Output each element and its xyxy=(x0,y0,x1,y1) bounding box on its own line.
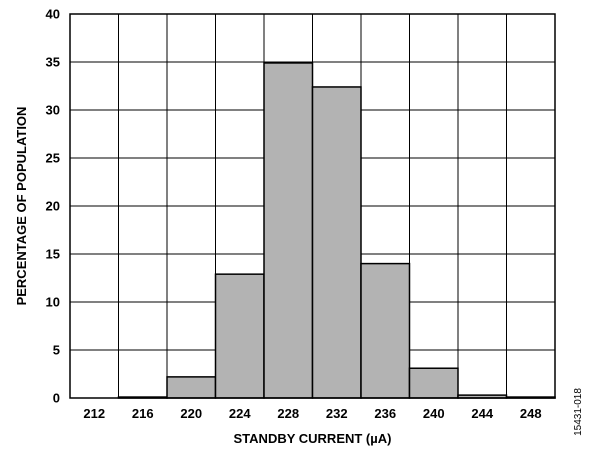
plot-frame xyxy=(69,13,556,399)
y-tick-label: 25 xyxy=(46,151,60,166)
x-tick-labels: 212 216 220 224 228 232 236 240 244 248 xyxy=(83,406,541,421)
y-tick-label: 15 xyxy=(46,247,60,262)
x-tick-label: 248 xyxy=(520,406,542,421)
x-tick-label: 220 xyxy=(180,406,202,421)
x-tick-label: 236 xyxy=(374,406,396,421)
y-tick-label: 10 xyxy=(46,295,60,310)
x-tick-label: 216 xyxy=(132,406,154,421)
y-tick-label: 0 xyxy=(53,391,60,406)
bar-220 xyxy=(166,376,217,399)
bars xyxy=(117,62,556,399)
y-tick-label: 40 xyxy=(46,7,60,22)
x-tick-label: 212 xyxy=(83,406,105,421)
bar-232 xyxy=(311,86,362,399)
bar-224 xyxy=(214,273,265,399)
bar-240 xyxy=(408,367,459,399)
y-tick-labels: 0 5 10 15 20 25 30 35 40 xyxy=(46,7,60,406)
y-axis-title: PERCENTAGE OF POPULATION xyxy=(14,107,29,306)
y-tick-label: 20 xyxy=(46,199,60,214)
bar-236 xyxy=(360,262,411,399)
x-tick-label: 244 xyxy=(471,406,493,421)
y-tick-label: 35 xyxy=(46,55,60,70)
figure-id: 15431-018 xyxy=(573,388,584,436)
x-axis-title: STANDBY CURRENT (µA) xyxy=(234,431,392,446)
x-tick-label: 224 xyxy=(229,406,251,421)
y-tick-label: 30 xyxy=(46,103,60,118)
y-tick-label: 5 xyxy=(53,343,60,358)
x-tick-label: 232 xyxy=(326,406,348,421)
x-tick-label: 228 xyxy=(277,406,299,421)
x-tick-label: 240 xyxy=(423,406,445,421)
bar-228 xyxy=(263,62,314,399)
